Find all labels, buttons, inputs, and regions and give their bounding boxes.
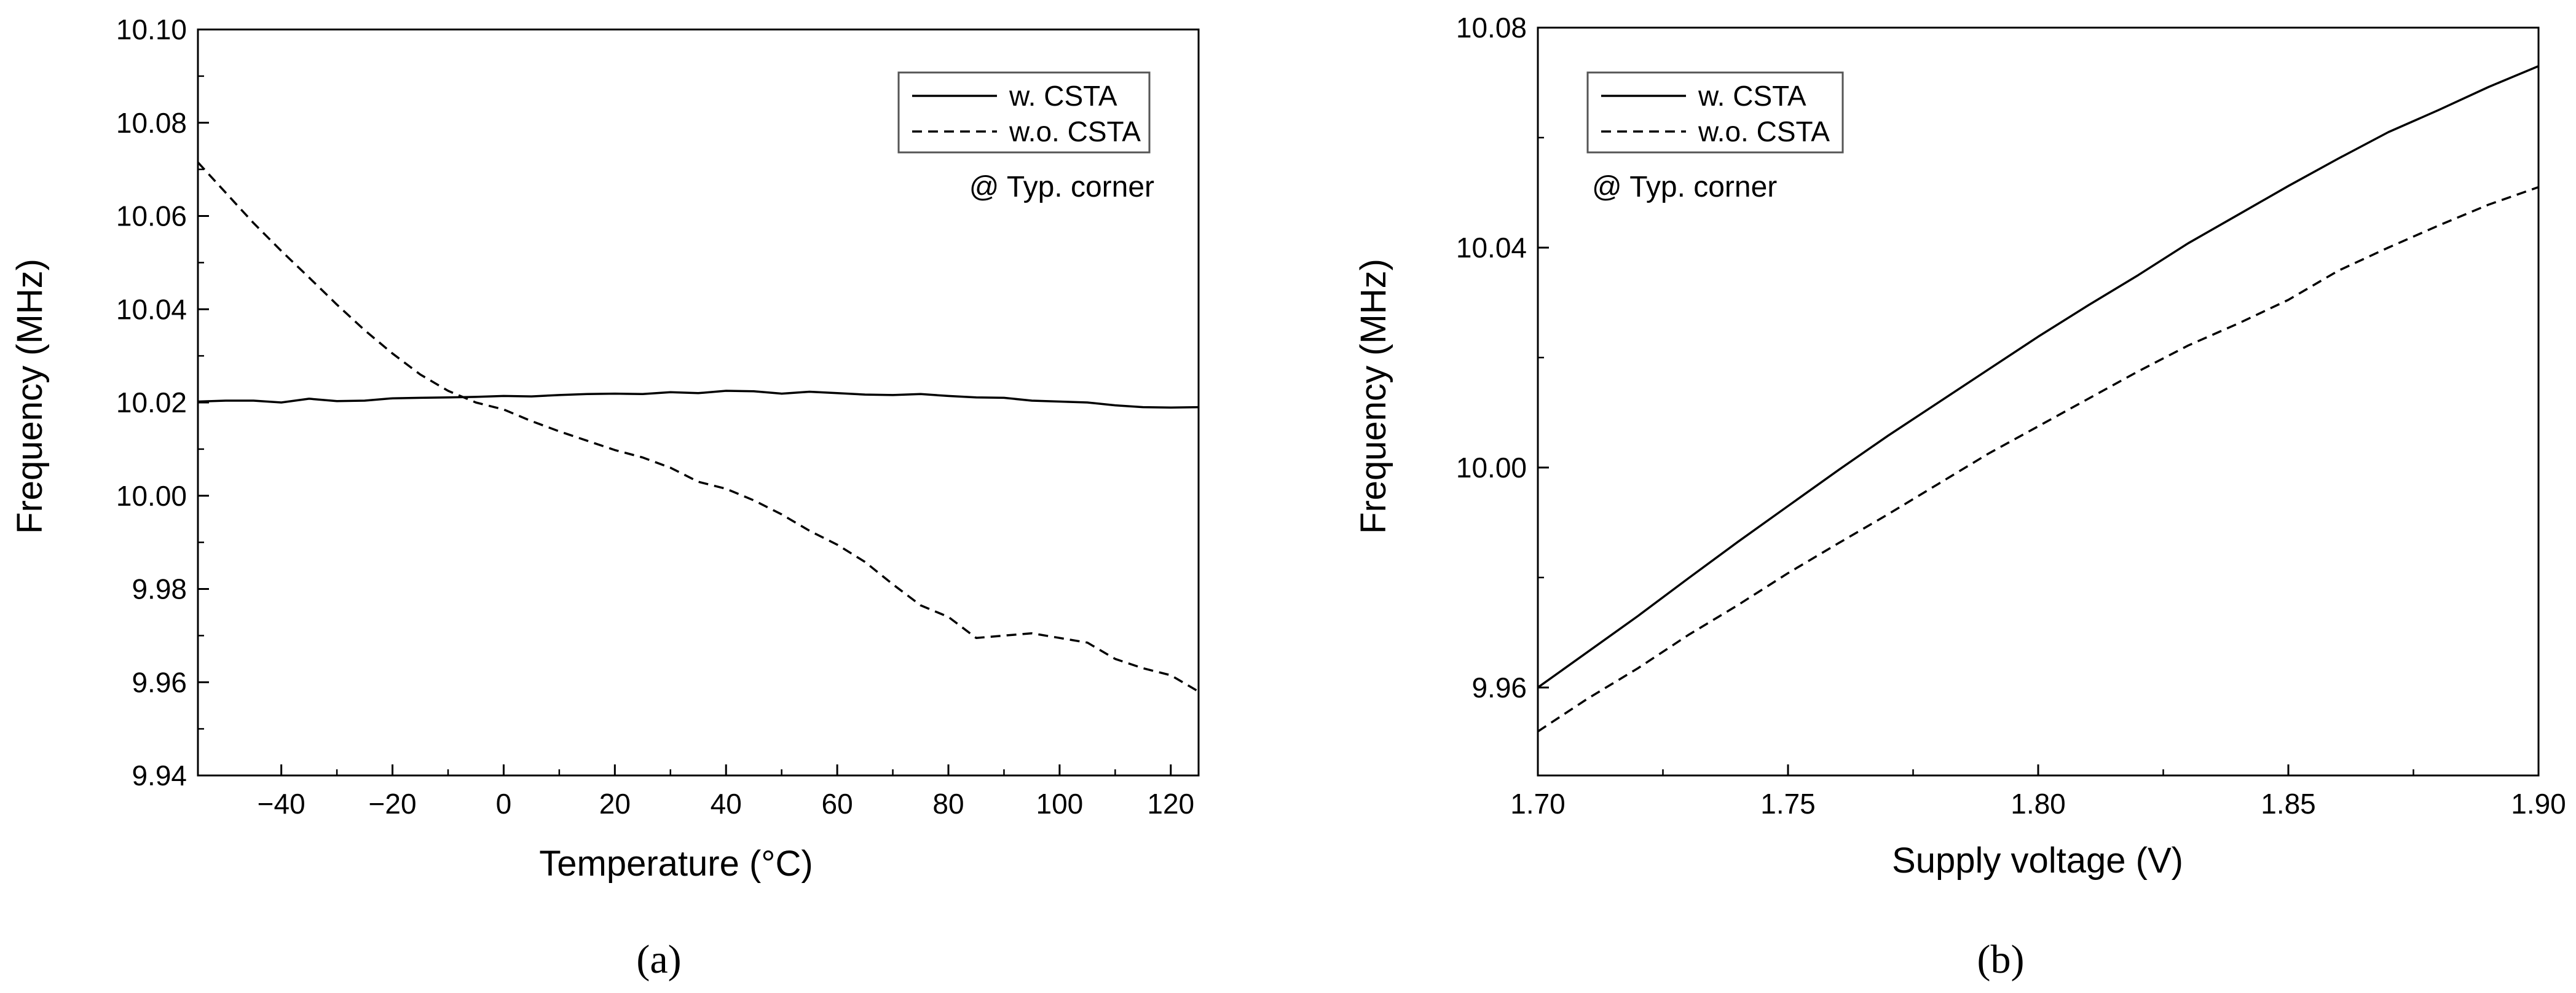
chart-b-y-tick-label: 10.00	[1456, 452, 1527, 484]
chart-a: Temperature (°C) Frequency (MHz) (a) −40…	[10, 14, 1200, 982]
chart-a-y-axis-title: Frequency (MHz)	[10, 259, 50, 534]
chart-a-x-tick-label: 80	[932, 788, 964, 820]
chart-a-series-w-csta-line	[197, 390, 1199, 409]
chart-a-y-tick-label: 9.94	[132, 759, 187, 791]
chart-b-legend-label: w.o. CSTA	[1698, 116, 1830, 147]
chart-b-y-tick-label: 10.08	[1456, 12, 1527, 44]
chart-b-annotation: @ Typ. corner	[1592, 171, 1777, 203]
chart-b-y-tick-label: 10.04	[1456, 232, 1527, 264]
chart-a-y-tick-label: 9.96	[132, 666, 187, 698]
chart-b-x-tick-label: 1.85	[2261, 788, 2316, 820]
chart-a-caption: (a)	[636, 937, 681, 982]
chart-b-x-axis-title: Supply voltage (V)	[1892, 841, 2183, 881]
chart-a-x-axis-title: Temperature (°C)	[539, 844, 813, 884]
chart-b-series-w-csta-line	[1537, 65, 2539, 689]
chart-a-x-tick-label: 120	[1147, 788, 1194, 820]
chart-a-legend-label: w. CSTA	[1009, 80, 1117, 112]
chart-b-legend-box	[1586, 71, 1844, 154]
chart-a-x-tick-label: 20	[599, 788, 631, 820]
chart-b: Supply voltage (V) Frequency (MHz) (b) 1…	[1353, 12, 2566, 982]
chart-b-x-tick-label: 1.90	[2511, 788, 2566, 820]
chart-b-x-tick-label: 1.80	[2011, 788, 2066, 820]
chart-a-y-tick-label: 10.10	[116, 14, 187, 45]
chart-a-y-tick-label: 9.98	[132, 573, 187, 605]
chart-a-y-tick-label: 10.02	[116, 387, 187, 418]
chart-a-y-tick-label: 10.00	[116, 480, 187, 512]
chart-a-x-tick-label: −40	[258, 788, 305, 820]
chart-b-y-tick-label: 9.96	[1471, 672, 1527, 704]
chart-b-caption: (b)	[1977, 937, 2025, 982]
chart-a-legend-box	[897, 71, 1151, 154]
chart-a-x-tick-label: 0	[496, 788, 512, 820]
chart-b-legend-label: w. CSTA	[1698, 80, 1806, 112]
chart-b-x-tick-label: 1.70	[1510, 788, 1566, 820]
chart-a-y-tick-label: 10.08	[116, 107, 187, 139]
chart-b-x-tick-label: 1.75	[1760, 788, 1816, 820]
chart-a-y-tick-label: 10.06	[116, 200, 187, 232]
chart-a-annotation: @ Typ. corner	[969, 171, 1154, 203]
chart-a-x-tick-label: 60	[822, 788, 853, 820]
chart-a-series-wo-csta-line	[197, 162, 1199, 693]
chart-a-x-tick-label: −20	[369, 788, 417, 820]
chart-b-y-axis-title: Frequency (MHz)	[1353, 259, 1393, 534]
chart-a-x-tick-label: 100	[1036, 788, 1084, 820]
chart-a-x-tick-label: 40	[711, 788, 742, 820]
chart-a-legend-label: w.o. CSTA	[1009, 116, 1141, 147]
chart-b-series-wo-csta-line	[1537, 186, 2539, 732]
chart-a-y-tick-label: 10.04	[116, 293, 187, 325]
